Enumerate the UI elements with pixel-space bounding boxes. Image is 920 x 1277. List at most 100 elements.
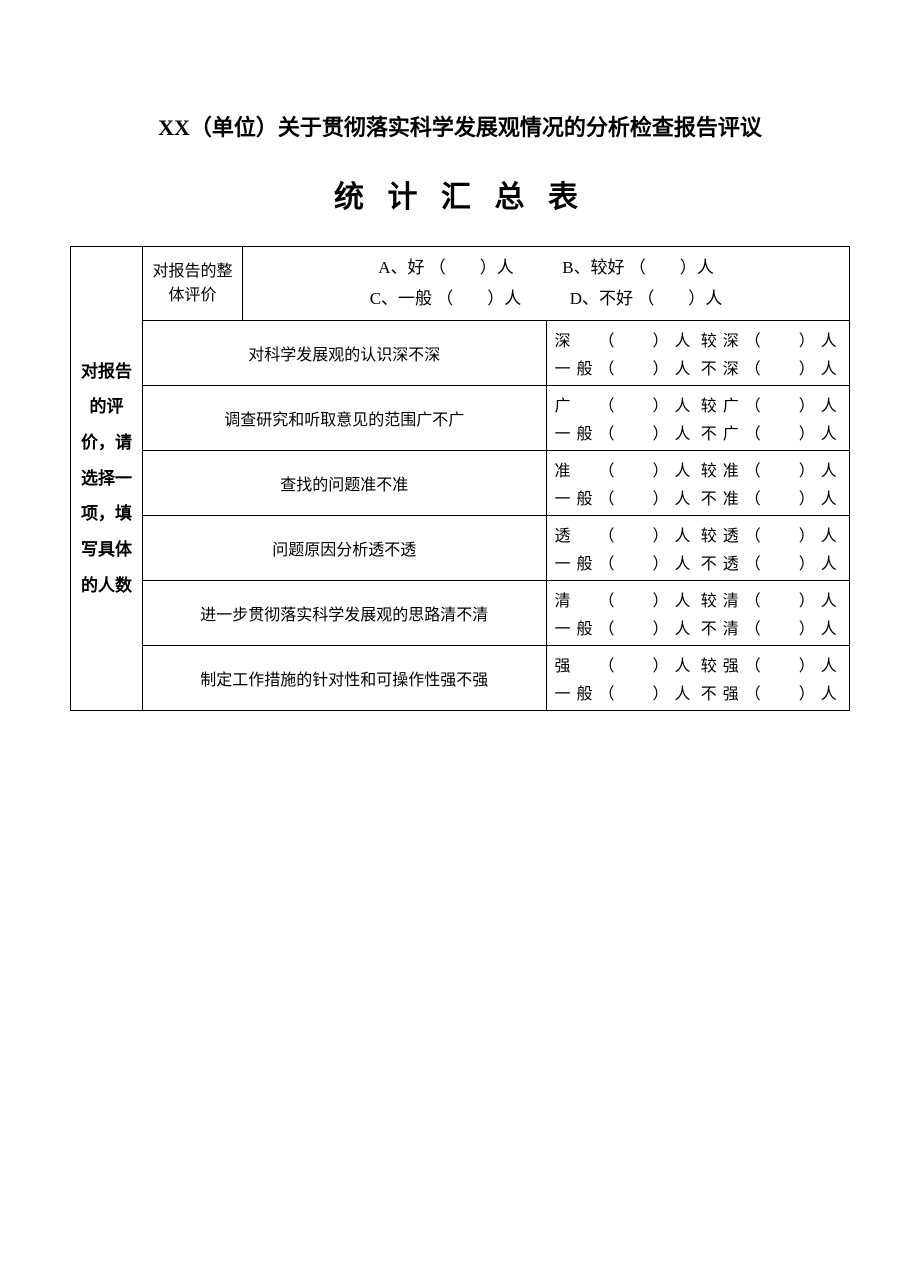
- opt-c-label: C、一般: [370, 284, 432, 315]
- opt-3-3-u: 人: [821, 550, 837, 574]
- opt-4-1-p: （ ）: [745, 587, 817, 611]
- opt-2-2: 一般: [555, 485, 593, 509]
- opt-b-label: B、较好: [562, 253, 624, 284]
- opt-2-3-u: 人: [821, 485, 837, 509]
- opt-3-0-u: 人: [675, 522, 691, 546]
- opt-4-2-u: 人: [675, 615, 691, 639]
- overall-label: 对报告的整体评价: [143, 247, 243, 321]
- options-0: 深（ ）人 较深（ ）人 一般（ ）人 不深（ ）人: [546, 321, 850, 386]
- opt-2-0: 准: [555, 457, 593, 481]
- opt-3-0-p: （ ）: [599, 522, 671, 546]
- summary-table: 对报告的评价，请选择一项，填写具体的人数 对报告的整体评价 A、好 （ ）人 B…: [70, 246, 850, 711]
- row-header: 对报告的评价，请选择一项，填写具体的人数: [71, 247, 143, 711]
- opt-2-1-u: 人: [821, 457, 837, 481]
- opt-1-0: 广: [555, 392, 593, 416]
- opt-0-2-u: 人: [675, 355, 691, 379]
- opt-b-paren: （ ）: [629, 253, 697, 284]
- opt-5-3-u: 人: [821, 680, 837, 704]
- opt-2-3-p: （ ）: [745, 485, 817, 509]
- opt-4-0: 清: [555, 587, 593, 611]
- opt-0-0-u: 人: [675, 327, 691, 351]
- question-3: 问题原因分析透不透: [143, 516, 547, 581]
- opt-0-2-p: （ ）: [599, 355, 671, 379]
- page-title-1: XX（单位）关于贯彻落实科学发展观情况的分析检查报告评议: [70, 110, 850, 142]
- question-2: 查找的问题准不准: [143, 451, 547, 516]
- opt-d-unit: 人: [705, 284, 722, 315]
- opt-3-1-p: （ ）: [745, 522, 817, 546]
- opt-5-0-p: （ ）: [599, 652, 671, 676]
- opt-3-3-p: （ ）: [745, 550, 817, 574]
- opt-3-1-u: 人: [821, 522, 837, 546]
- opt-4-3: 不清: [701, 615, 739, 639]
- opt-5-2-p: （ ）: [599, 680, 671, 704]
- opt-1-2-u: 人: [675, 420, 691, 444]
- opt-0-1-p: （ ）: [745, 327, 817, 351]
- opt-3-3: 不透: [701, 550, 739, 574]
- opt-2-0-u: 人: [675, 457, 691, 481]
- opt-3-2: 一般: [555, 550, 593, 574]
- opt-0-2: 一般: [555, 355, 593, 379]
- opt-d-paren: （ ）: [637, 284, 705, 315]
- opt-5-1-u: 人: [821, 652, 837, 676]
- opt-1-2-p: （ ）: [599, 420, 671, 444]
- opt-1-1: 较广: [701, 392, 739, 416]
- opt-a-paren: （ ）: [429, 253, 497, 284]
- opt-1-0-p: （ ）: [599, 392, 671, 416]
- question-1: 调查研究和听取意见的范围广不广: [143, 386, 547, 451]
- opt-5-3: 不强: [701, 680, 739, 704]
- opt-4-2-p: （ ）: [599, 615, 671, 639]
- opt-a-unit: 人: [497, 253, 514, 284]
- opt-1-0-u: 人: [675, 392, 691, 416]
- opt-0-3-p: （ ）: [745, 355, 817, 379]
- page-title-2: 统 计 汇 总 表: [70, 172, 850, 216]
- opt-1-3: 不广: [701, 420, 739, 444]
- opt-c-paren: （ ）: [436, 284, 504, 315]
- opt-0-1-u: 人: [821, 327, 837, 351]
- opt-3-2-p: （ ）: [599, 550, 671, 574]
- options-1: 广（ ）人 较广（ ）人 一般（ ）人 不广（ ）人: [546, 386, 850, 451]
- opt-2-1-p: （ ）: [745, 457, 817, 481]
- opt-b-unit: 人: [697, 253, 714, 284]
- opt-a-label: A、好: [378, 253, 424, 284]
- opt-2-2-u: 人: [675, 485, 691, 509]
- question-5: 制定工作措施的针对性和可操作性强不强: [143, 646, 547, 711]
- opt-4-3-u: 人: [821, 615, 837, 639]
- opt-4-0-p: （ ）: [599, 587, 671, 611]
- opt-4-1-u: 人: [821, 587, 837, 611]
- opt-5-2: 一般: [555, 680, 593, 704]
- opt-5-0-u: 人: [675, 652, 691, 676]
- options-4: 清（ ）人 较清（ ）人 一般（ ）人 不清（ ）人: [546, 581, 850, 646]
- opt-4-1: 较清: [701, 587, 739, 611]
- opt-0-0: 深: [555, 327, 593, 351]
- opt-4-2: 一般: [555, 615, 593, 639]
- options-5: 强（ ）人 较强（ ）人 一般（ ）人 不强（ ）人: [546, 646, 850, 711]
- options-2: 准（ ）人 较准（ ）人 一般（ ）人 不准（ ）人: [546, 451, 850, 516]
- opt-1-3-u: 人: [821, 420, 837, 444]
- opt-3-2-u: 人: [675, 550, 691, 574]
- opt-0-1: 较深: [701, 327, 739, 351]
- opt-0-3-u: 人: [821, 355, 837, 379]
- opt-3-1: 较透: [701, 522, 739, 546]
- opt-2-1: 较准: [701, 457, 739, 481]
- question-4: 进一步贯彻落实科学发展观的思路清不清: [143, 581, 547, 646]
- opt-c-unit: 人: [504, 284, 521, 315]
- overall-options: A、好 （ ）人 B、较好 （ ）人 C、一般 （ ）人 D、不好 （ ）人: [243, 247, 850, 321]
- opt-1-1-p: （ ）: [745, 392, 817, 416]
- options-3: 透（ ）人 较透（ ）人 一般（ ）人 不透（ ）人: [546, 516, 850, 581]
- opt-4-3-p: （ ）: [745, 615, 817, 639]
- opt-d-label: D、不好: [570, 284, 633, 315]
- opt-1-3-p: （ ）: [745, 420, 817, 444]
- opt-5-3-p: （ ）: [745, 680, 817, 704]
- opt-5-1: 较强: [701, 652, 739, 676]
- opt-5-0: 强: [555, 652, 593, 676]
- opt-4-0-u: 人: [675, 587, 691, 611]
- opt-2-0-p: （ ）: [599, 457, 671, 481]
- opt-0-0-p: （ ）: [599, 327, 671, 351]
- opt-3-0: 透: [555, 522, 593, 546]
- question-0: 对科学发展观的认识深不深: [143, 321, 547, 386]
- opt-2-2-p: （ ）: [599, 485, 671, 509]
- opt-5-2-u: 人: [675, 680, 691, 704]
- opt-1-1-u: 人: [821, 392, 837, 416]
- opt-2-3: 不准: [701, 485, 739, 509]
- opt-0-3: 不深: [701, 355, 739, 379]
